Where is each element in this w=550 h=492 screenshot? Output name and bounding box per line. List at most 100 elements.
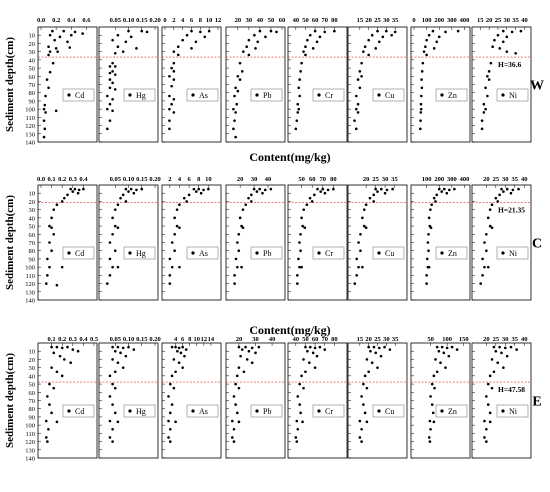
panel-frame — [225, 26, 286, 143]
data-point — [383, 191, 387, 195]
data-point — [176, 53, 180, 57]
data-point — [437, 35, 441, 39]
data-point — [486, 265, 490, 269]
data-point — [48, 70, 52, 74]
depth-tick-label: 60 — [29, 232, 36, 239]
data-point — [304, 53, 307, 57]
data-point — [233, 119, 236, 122]
x-tick-label: 0.3 — [69, 176, 78, 183]
legend-box — [186, 246, 219, 260]
data-point — [432, 47, 436, 50]
data-point — [308, 361, 311, 365]
data-point — [484, 86, 487, 90]
data-point — [486, 74, 489, 78]
data-point — [486, 216, 490, 220]
legend-marker — [191, 93, 195, 97]
data-point — [192, 187, 196, 191]
legend-label: Hg — [136, 249, 146, 258]
depth-tick-label: 50 — [29, 382, 36, 389]
legend-marker — [501, 93, 505, 97]
data-point — [250, 346, 254, 350]
x-tick-label: 200 — [434, 17, 444, 24]
data-point — [43, 127, 47, 131]
data-point — [377, 346, 381, 350]
panel-cd: 0.0 0.1 0.2 0.3 0.4 Cd — [37, 176, 98, 301]
data-point — [52, 208, 56, 211]
x-tick-label: 6 — [187, 176, 191, 183]
data-point — [509, 345, 513, 349]
data-point — [367, 370, 370, 374]
data-point — [313, 193, 316, 197]
data-point — [376, 29, 379, 33]
data-point — [447, 354, 451, 358]
data-point — [419, 102, 423, 106]
x-tick-label: 40 — [293, 17, 300, 24]
data-point — [429, 226, 433, 230]
data-point — [431, 411, 435, 415]
data-point — [455, 348, 459, 351]
depth-tick-label: 70 — [29, 240, 36, 247]
panel-cd: 0.1 0.2 0.3 0.4 0.5 Cd — [37, 336, 99, 459]
x-tick-label: 70 — [320, 176, 327, 183]
legend-pb: Pb — [250, 88, 283, 102]
data-point — [361, 216, 364, 220]
data-point — [505, 35, 509, 39]
data-point — [264, 35, 267, 39]
data-point — [434, 358, 437, 361]
data-point — [296, 102, 300, 106]
data-point — [237, 386, 241, 390]
data-point — [302, 50, 305, 53]
data-point — [242, 50, 245, 53]
data-point — [108, 241, 112, 244]
x-tick-label: 25 — [372, 176, 379, 183]
data-point — [362, 50, 365, 53]
data-point — [233, 282, 236, 285]
legend-marker — [128, 251, 132, 255]
data-point — [356, 102, 360, 106]
data-point — [310, 200, 314, 203]
x-tick-label: 50 — [298, 176, 305, 183]
panel-cu: 20 25 30 35 Cu — [347, 176, 408, 301]
data-point — [374, 47, 378, 50]
data-point — [301, 224, 304, 228]
y-axis-label: Sediment depth(cm) — [4, 37, 16, 132]
legend-box — [123, 246, 156, 260]
data-point — [42, 107, 46, 111]
legend-cu: Cu — [372, 404, 405, 418]
data-point — [510, 30, 514, 34]
data-point — [108, 119, 112, 122]
x-tick-label: 40 — [521, 176, 528, 183]
data-point — [295, 440, 299, 443]
panel-hg: 0.05 0.10 0.15 0.20 Hg — [98, 176, 161, 301]
data-point — [492, 345, 496, 349]
data-point — [488, 208, 492, 211]
data-point — [172, 111, 176, 114]
data-point — [234, 135, 237, 139]
data-point — [106, 107, 109, 111]
data-point — [135, 47, 138, 50]
data-point — [116, 420, 120, 424]
data-point — [50, 345, 53, 349]
data-point — [326, 188, 330, 192]
panel-pb: 20 30 40 50 60 Pb — [225, 17, 286, 143]
panel-frame — [161, 26, 222, 143]
depth-tick-label: 60 — [29, 74, 36, 81]
data-point — [430, 403, 434, 406]
data-point — [47, 427, 50, 431]
x-tick-label: 0.20 — [149, 336, 160, 343]
data-point — [487, 78, 491, 81]
x-tick-label: 30 — [246, 17, 253, 24]
data-point — [425, 257, 429, 261]
data-point — [448, 188, 451, 192]
x-tick-label: 0.20 — [149, 17, 160, 24]
data-point — [124, 354, 128, 358]
data-point — [167, 395, 170, 398]
depth-tick-label: 30 — [29, 207, 36, 214]
depth-tick-label: 40 — [29, 373, 36, 380]
data-point — [127, 190, 130, 193]
depth-tick-label: 120 — [25, 439, 35, 446]
data-point — [168, 119, 171, 122]
legend-marker — [440, 93, 444, 97]
data-point — [355, 257, 358, 261]
data-point — [232, 440, 236, 443]
